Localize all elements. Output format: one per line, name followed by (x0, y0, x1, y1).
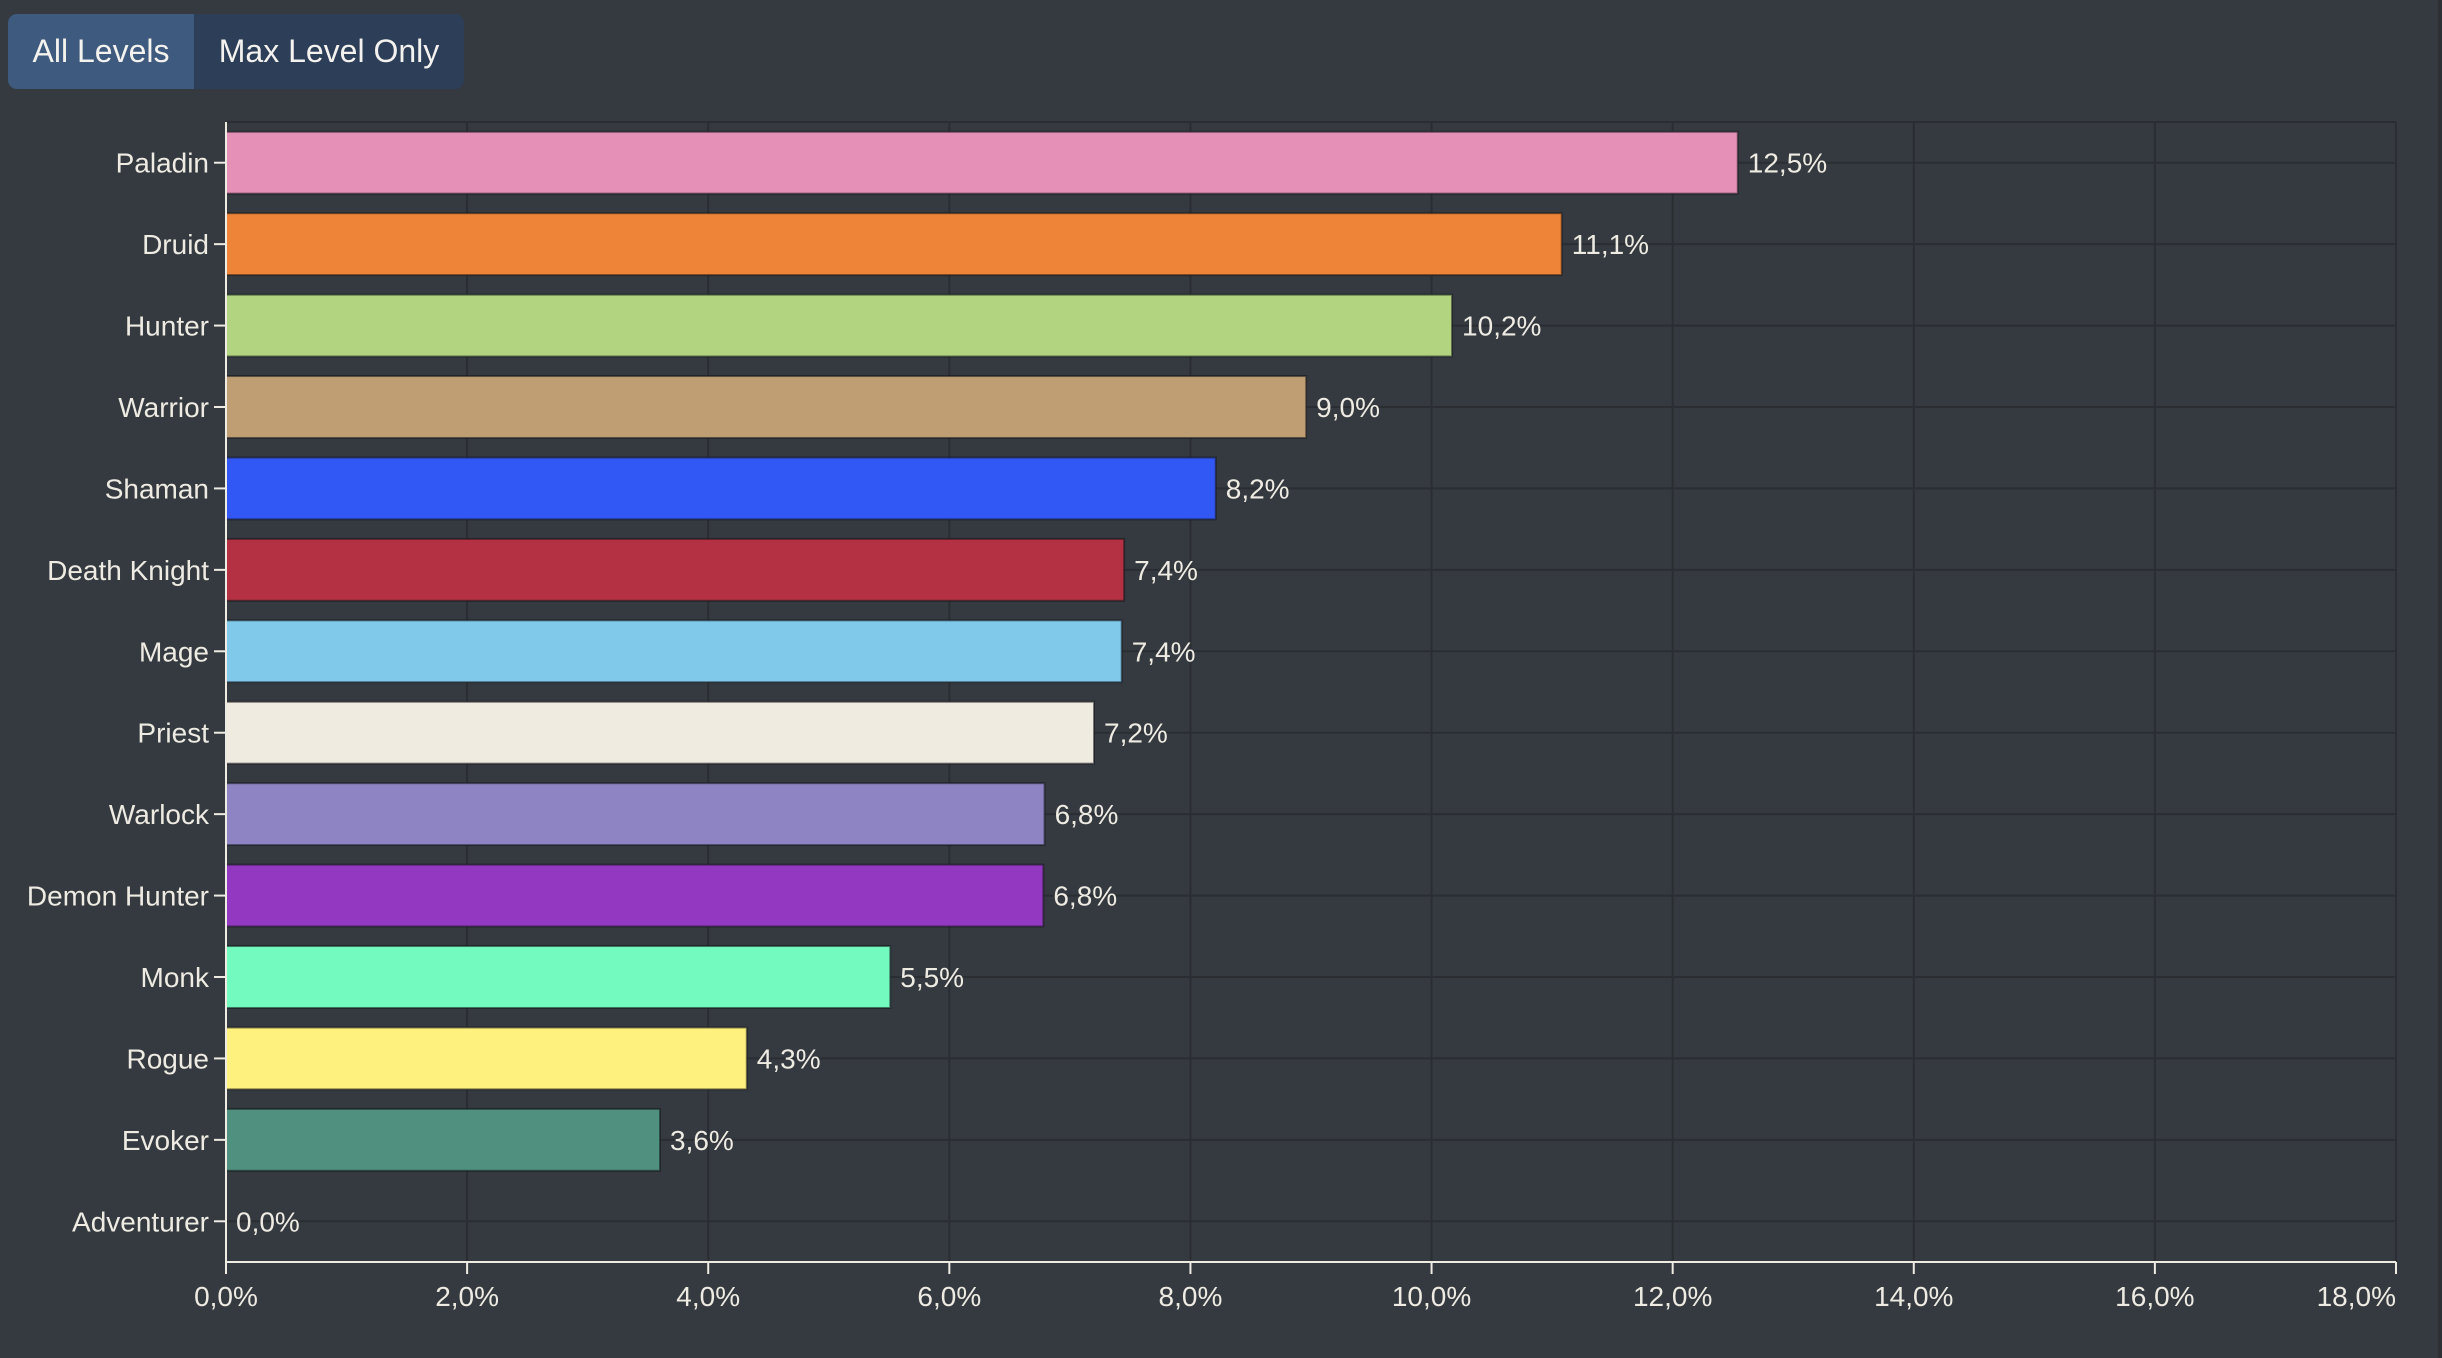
bar-death-knight[interactable] (225, 537, 1126, 602)
value-label: 3,6% (670, 1125, 734, 1156)
bar-rogue[interactable] (225, 1026, 748, 1091)
bar-warlock[interactable] (225, 782, 1046, 847)
value-label: 6,8% (1055, 799, 1119, 830)
bar-priest[interactable] (225, 700, 1095, 765)
y-tick-label: Warrior (118, 392, 209, 423)
bars (225, 130, 1739, 1172)
bar-shaman[interactable] (225, 456, 1217, 521)
y-tick-label: Rogue (126, 1043, 209, 1074)
y-tick-label: Mage (139, 636, 209, 667)
value-label: 11,1% (1572, 229, 1649, 260)
bar-warrior[interactable] (225, 375, 1308, 439)
x-tick-label: 16,0% (2115, 1281, 2194, 1312)
value-label: 7,4% (1132, 636, 1196, 667)
bar-druid[interactable] (225, 212, 1563, 277)
value-label: 7,4% (1134, 555, 1198, 586)
x-tick-label: 0,0% (194, 1281, 258, 1312)
bar-evoker[interactable] (225, 1107, 661, 1172)
y-tick-label: Warlock (109, 799, 210, 830)
y-tick-label: Paladin (116, 148, 209, 179)
value-label: 9,0% (1316, 392, 1380, 423)
bar-hunter[interactable] (225, 293, 1454, 358)
y-tick-label: Hunter (125, 311, 209, 342)
max-level-only-button[interactable]: Max Level Only (194, 14, 464, 89)
value-label: 4,3% (757, 1043, 821, 1074)
value-label: 5,5% (900, 962, 964, 993)
bar-paladin[interactable] (225, 130, 1739, 195)
x-axis: 0,0% 2,0% 4,0% 6,0% 8,0% 10,0% 12,0% 14,0% 16,0%… (194, 1261, 2397, 1312)
window-edge (2438, 0, 2442, 1358)
all-levels-button[interactable]: All Levels (8, 14, 194, 89)
y-tick-label: Druid (142, 229, 209, 260)
value-label: 8,2% (1226, 473, 1290, 504)
y-tick-label: Death Knight (47, 555, 209, 586)
y-tick-label: Shaman (105, 473, 209, 504)
x-tick-label: 8,0% (1159, 1281, 1223, 1312)
y-tick-label: Demon Hunter (27, 881, 209, 912)
value-label: 12,5% (1748, 148, 1827, 179)
x-tick-label: 14,0% (1874, 1281, 1953, 1312)
x-tick-label: 6,0% (917, 1281, 981, 1312)
y-tick-label: Monk (141, 962, 210, 993)
level-filter-toggle: All Levels Max Level Only (8, 14, 464, 89)
value-label: 0,0% (236, 1206, 300, 1237)
value-labels: 12,5% 11,1% 10,2% 9,0% 8,2% 7,4% 7,4% 7,2% 6,8% 6… (236, 148, 1827, 1238)
bar-demon-hunter[interactable] (225, 863, 1045, 928)
value-label: 6,8% (1053, 881, 1117, 912)
value-label: 7,2% (1104, 718, 1168, 749)
value-label: 10,2% (1462, 311, 1541, 342)
x-tick-label: 2,0% (435, 1281, 499, 1312)
y-tick-label: Adventurer (72, 1206, 209, 1237)
x-tick-label: 10,0% (1392, 1281, 1471, 1312)
bar-mage[interactable] (225, 619, 1123, 684)
x-tick-label: 4,0% (676, 1281, 740, 1312)
y-axis: Paladin Druid Hunter Warrior Shaman Death Kni… (27, 122, 227, 1262)
bar-monk[interactable] (225, 945, 892, 1009)
y-tick-label: Evoker (122, 1125, 209, 1156)
x-tick-label: 12,0% (1633, 1281, 1712, 1312)
x-tick-label: 18,0% (2317, 1281, 2396, 1312)
y-tick-label: Priest (137, 718, 209, 749)
vertical-gridlines (226, 121, 2397, 1262)
